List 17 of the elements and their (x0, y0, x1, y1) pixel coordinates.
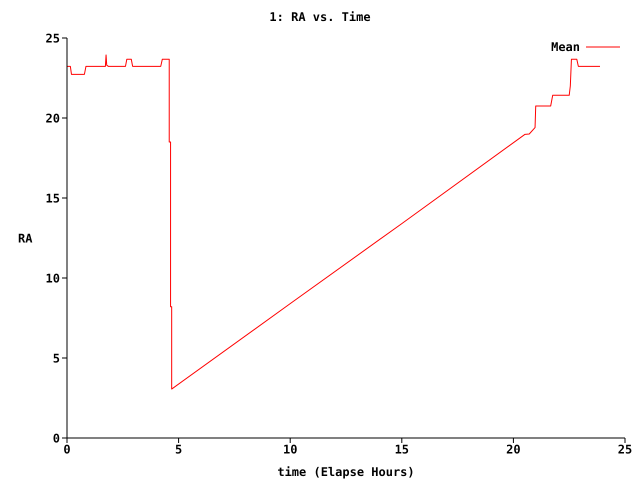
x-tick-label: 25 (618, 442, 632, 457)
y-tick-label: 0 (52, 431, 60, 446)
y-tick-label: 15 (46, 191, 60, 206)
y-tick-label: 25 (46, 31, 60, 46)
x-tick-label: 0 (63, 442, 71, 457)
y-tick-label: 20 (46, 111, 60, 126)
x-axis-title: time (Elapse Hours) (277, 465, 415, 479)
legend-label: Mean (551, 40, 580, 54)
chart-title: 1: RA vs. Time (268, 10, 372, 24)
x-tick-label: 10 (282, 442, 298, 457)
x-tick-label: 20 (506, 442, 521, 457)
y-axis-title: RA (18, 231, 34, 246)
y-tick-label: 10 (46, 271, 60, 286)
x-tick-label: 5 (174, 442, 182, 457)
x-tick-label: 15 (394, 442, 410, 457)
y-tick-label: 5 (52, 351, 60, 366)
line-series (67, 54, 600, 390)
